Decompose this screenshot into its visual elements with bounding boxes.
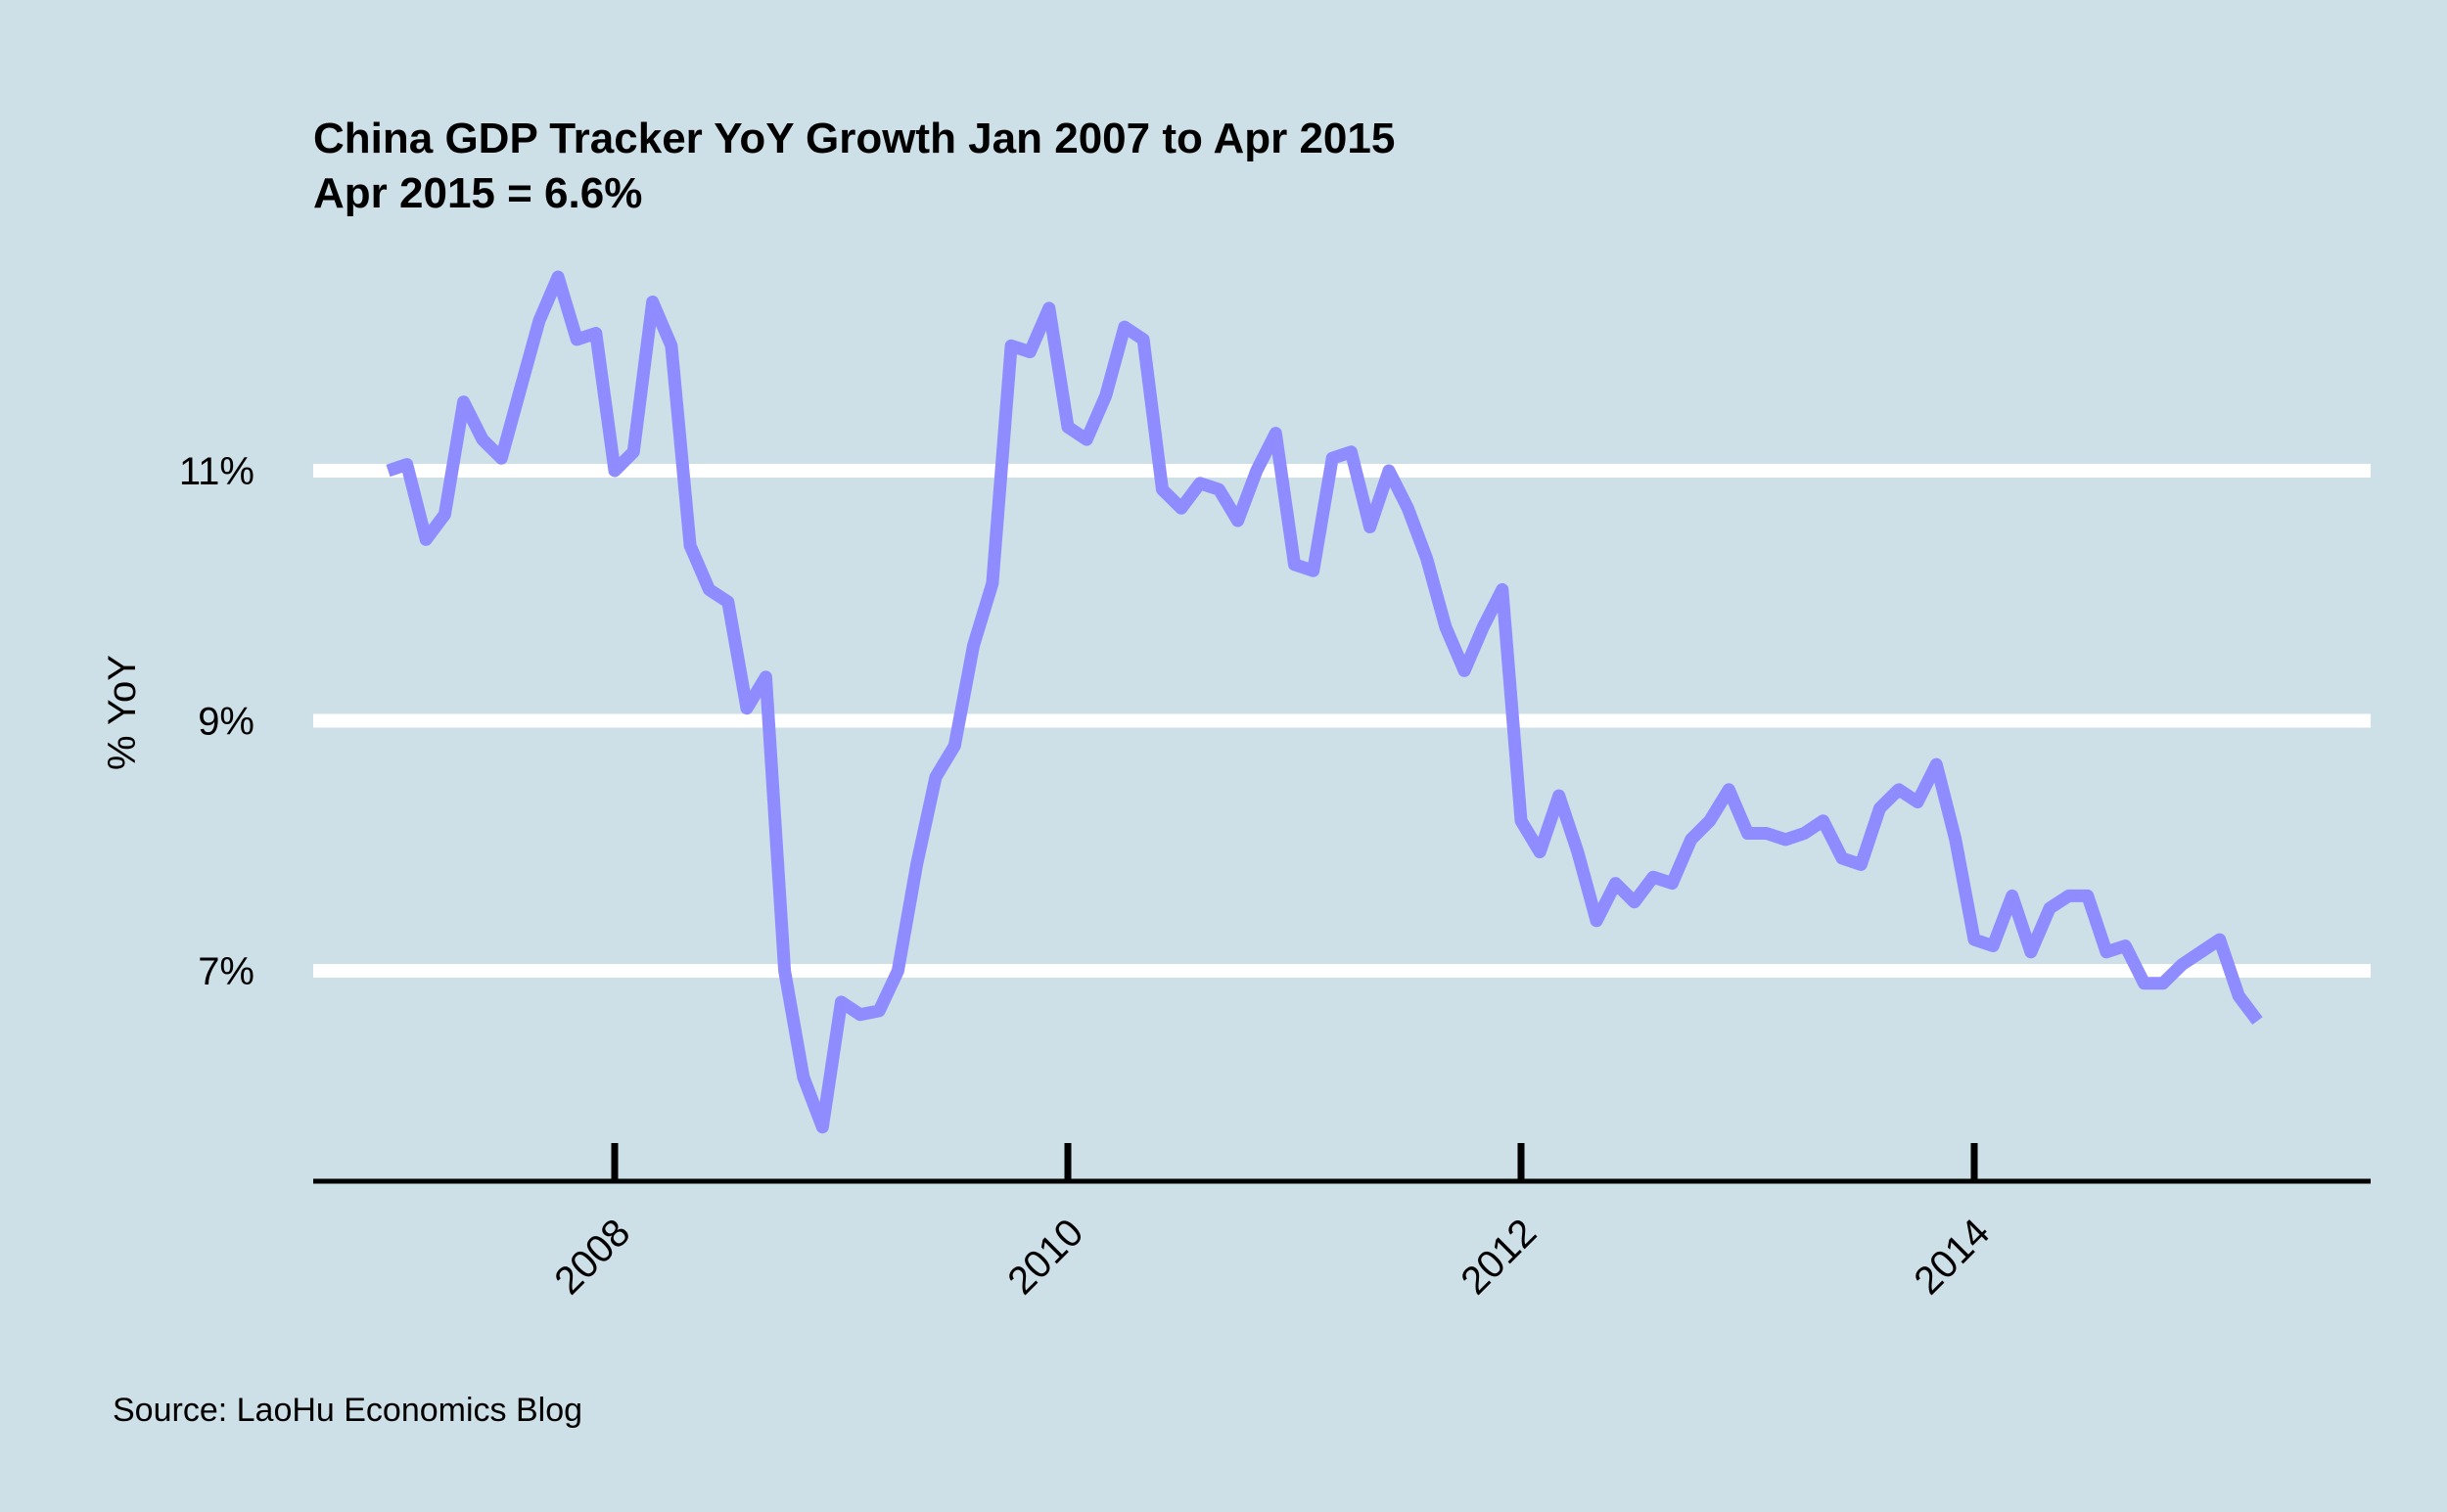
y-axis-ticks: 7% 9% 11% <box>179 450 254 993</box>
y-tick-label: 7% <box>198 950 254 993</box>
series-line <box>386 270 2263 1134</box>
y-axis-label: % YoY <box>101 655 144 770</box>
source-note: Source: LaoHu Economics Blog <box>113 1392 582 1429</box>
y-tick-label: 9% <box>198 701 254 744</box>
chart-title: China GDP Tracker YoY Growth Jan 2007 to… <box>313 115 1395 162</box>
y-tick-label: 11% <box>179 450 254 493</box>
chart-subtitle: Apr 2015 = 6.6% <box>313 169 642 217</box>
gridlines <box>313 464 2371 978</box>
